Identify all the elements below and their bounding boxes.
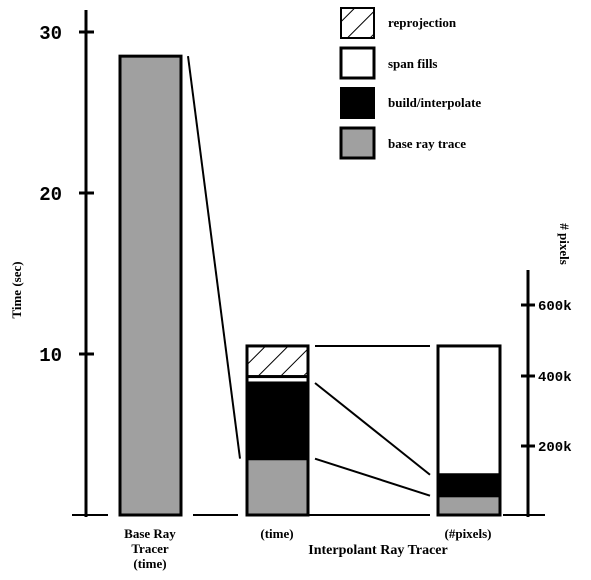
legend-swatch-build-interpolate [340,87,375,119]
category-labels: Base Ray Tracer (time) (time) (#pixels) … [124,526,491,571]
left-ticks: 10 20 30 [39,23,94,367]
bar-segment-reprojection [245,344,310,379]
connector-line [314,457,431,497]
bar-segments [118,54,502,517]
legend-swatch-base-ray-trace [339,126,376,160]
left-tick-label: 10 [39,345,62,367]
category-label-time: (time) [260,526,293,541]
bar-segment-base-ray-trace [436,494,502,517]
right-axis-label: # pixels [557,223,572,265]
right-tick-label: 400k [538,370,572,386]
category-label-base-line2: Tracer [131,541,169,556]
legend: reprojection span fills build/interpolat… [339,7,481,160]
legend-label-reprojection: reprojection [388,15,457,30]
right-ticks: 200k 400k 600k [521,299,572,456]
legend-swatch-reprojection [340,7,375,39]
right-tick-label: 600k [538,299,572,315]
category-label-base-line3: (time) [133,556,166,571]
bar-segment-build-interpolate [436,473,502,498]
bar-segment-base-ray-trace [245,457,310,517]
left-tick-label: 30 [39,23,62,45]
legend-swatch-span-fills [339,46,376,80]
connector-lines [187,56,431,497]
bar-segment-build-interpolate [245,381,310,461]
left-tick-label: 20 [39,184,62,206]
legend-label-span-fills: span fills [388,56,438,71]
category-label-base-line1: Base Ray [124,526,176,541]
right-tick-label: 200k [538,440,572,456]
bar-segment-span-fills [436,344,502,477]
legend-label-build-interpolate: build/interpolate [388,95,481,110]
connector-line [187,56,241,459]
y-axis-label: Time (sec) [9,261,24,318]
category-label-pixels: (#pixels) [445,526,492,541]
bar-segment-base-ray-trace [118,54,183,517]
group-label: Interpolant Ray Tracer [308,543,447,558]
connector-line [314,382,431,476]
legend-label-base-ray-trace: base ray trace [388,136,466,151]
